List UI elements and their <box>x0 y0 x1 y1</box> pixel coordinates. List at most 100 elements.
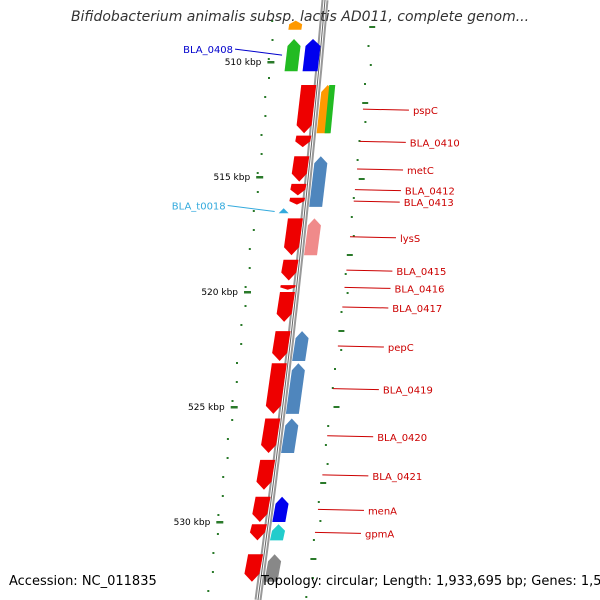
gc-skew-dots <box>207 20 376 598</box>
skew-dot <box>252 210 255 212</box>
scale-label: 515 kbp <box>214 173 251 183</box>
skew-dot <box>264 115 267 117</box>
skew-dot <box>248 248 251 250</box>
skew-dot <box>333 406 340 408</box>
label-leader <box>362 108 409 111</box>
skew-dot <box>211 571 214 573</box>
skew-dot <box>310 558 317 560</box>
gene-feature <box>269 524 286 541</box>
skew-dot <box>216 533 219 535</box>
skew-dot <box>268 77 270 79</box>
gene-label[interactable]: BLA_0416 <box>394 284 444 295</box>
gene-feature <box>272 496 289 522</box>
skew-dot <box>305 596 308 598</box>
map-title: Bifidobacterium animalis subsp. lactis A… <box>70 9 530 25</box>
skew-dot <box>226 457 229 459</box>
skew-dot <box>260 153 263 155</box>
gene-feature <box>264 554 282 582</box>
genome-backbone <box>254 0 329 600</box>
skew-dot <box>256 172 259 174</box>
skew-dot <box>236 362 238 364</box>
skew-dot <box>240 343 243 345</box>
gene-feature <box>244 554 264 582</box>
scale-labels: 510 kbp 515 kbp 520 kbp 525 kbp 530 kbp <box>174 58 275 528</box>
label-leader <box>317 508 364 511</box>
label-leader <box>346 269 393 272</box>
gene-feature <box>295 135 312 148</box>
gene-feature <box>284 39 301 72</box>
gene-feature <box>284 218 303 256</box>
label-leader <box>322 474 369 477</box>
skew-dot <box>362 102 369 104</box>
skew-dot <box>331 387 334 389</box>
gene-label[interactable]: BLA_0408 <box>183 45 233 56</box>
skew-dot <box>356 159 359 161</box>
gene-feature <box>309 156 328 207</box>
gene-feature <box>256 459 276 490</box>
label-leader <box>337 345 384 348</box>
gene-label[interactable]: lysS <box>400 234 420 245</box>
gene-label[interactable]: BLA_0412 <box>405 187 455 198</box>
gene-feature <box>285 363 305 414</box>
gene-label[interactable]: BLA_t0018 <box>172 202 226 213</box>
gene-label[interactable]: BLA_0410 <box>410 138 460 149</box>
gene-label[interactable]: pspC <box>413 106 438 117</box>
skew-dot <box>221 495 224 497</box>
gene-label[interactable]: BLA_0413 <box>404 198 454 209</box>
skew-dot <box>324 444 327 446</box>
gene-feature <box>280 285 296 290</box>
skew-dot <box>244 305 247 307</box>
skew-dot <box>231 419 234 421</box>
label-leader <box>344 286 391 289</box>
gene-label[interactable]: BLA_0415 <box>396 267 446 278</box>
skew-dot <box>327 425 330 427</box>
skew-dot <box>319 520 322 522</box>
scale-tick <box>216 521 224 524</box>
skew-dot <box>260 134 263 136</box>
label-leader <box>349 236 397 239</box>
skew-dot <box>256 191 259 193</box>
gene-feature <box>288 20 303 30</box>
label-leader <box>327 435 374 438</box>
skew-dot <box>231 400 234 402</box>
skew-dot <box>235 381 238 383</box>
skew-dot <box>334 368 336 370</box>
gene-feature <box>281 259 299 281</box>
gene-feature <box>304 218 321 256</box>
gene-label[interactable]: BLA_0420 <box>377 433 427 444</box>
gene-label[interactable]: metC <box>407 166 434 177</box>
skew-dot <box>212 552 215 554</box>
skew-dot <box>344 273 347 275</box>
skew-dot <box>222 476 225 478</box>
backbone-core <box>257 0 326 600</box>
genome-summary-text: Topology: circular; Length: 1,933,695 bp… <box>261 574 600 589</box>
scale-tick <box>256 176 264 179</box>
gene-features <box>244 20 336 582</box>
skew-dot <box>244 286 247 288</box>
skew-dot <box>217 514 220 516</box>
skew-dot <box>338 330 345 332</box>
gene-label[interactable]: gpmA <box>365 529 394 540</box>
gene-label[interactable]: BLA_0417 <box>392 304 442 315</box>
gene-feature <box>289 197 306 205</box>
skew-dot <box>264 96 267 98</box>
scale-label: 510 kbp <box>225 58 262 68</box>
label-leader <box>234 48 283 56</box>
gene-label[interactable]: BLA_0421 <box>372 472 422 483</box>
gene-feature <box>291 156 310 182</box>
skew-dot <box>252 229 255 231</box>
skew-dot <box>267 58 270 60</box>
skew-dot <box>369 26 376 28</box>
label-leader <box>359 140 406 143</box>
gene-label[interactable]: BLA_0419 <box>383 386 433 397</box>
label-leader <box>227 205 275 212</box>
gene-feature <box>252 496 271 522</box>
gene-label[interactable]: menA <box>368 506 397 517</box>
label-leader <box>353 200 400 203</box>
skew-dot <box>346 292 349 294</box>
gene-feature <box>249 524 268 541</box>
skew-dot <box>369 64 372 66</box>
gene-label[interactable]: pepC <box>388 343 414 354</box>
skew-dot <box>226 438 229 440</box>
